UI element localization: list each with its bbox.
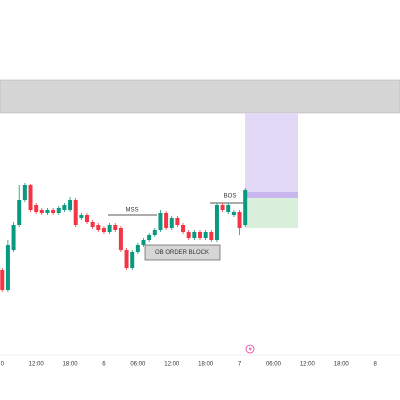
candle-body — [79, 215, 84, 218]
candle-body — [147, 235, 152, 240]
x-tick-label: 06:00 — [130, 362, 146, 368]
stop-zone — [245, 198, 298, 228]
candle-body — [226, 205, 231, 212]
candle-body — [0, 270, 5, 290]
entry-zone — [245, 192, 298, 198]
x-tick-label: 6 — [102, 362, 106, 368]
candle-body — [175, 218, 180, 225]
candle-body — [28, 185, 33, 210]
candle-body — [203, 232, 208, 238]
candle-body — [130, 252, 135, 268]
candle-body — [158, 213, 163, 230]
candle-body — [113, 225, 118, 230]
candle-body — [56, 208, 61, 213]
candle-body — [34, 205, 39, 212]
x-tick-label: 12:00 — [29, 362, 45, 368]
candle-body — [62, 205, 67, 210]
x-tick-label: 7 — [238, 362, 242, 368]
x-tick-label: 06:00 — [266, 362, 282, 368]
candle-body — [135, 245, 140, 252]
candle-body — [11, 225, 16, 250]
candle-body — [214, 205, 219, 240]
ob-box — [144, 244, 221, 261]
candle-body — [198, 232, 202, 238]
target-zone — [245, 113, 298, 192]
candle-body — [186, 232, 191, 238]
event-bolt — [248, 346, 252, 352]
candle-body — [5, 245, 10, 290]
candle-body — [68, 200, 73, 210]
x-tick-label: 18:00 — [63, 362, 79, 368]
candle-body — [169, 218, 174, 228]
candle-body — [51, 210, 56, 213]
candle-body — [164, 213, 169, 228]
candle-body — [141, 240, 146, 245]
candle-body — [107, 225, 112, 232]
zone — [0, 79, 400, 114]
candle-body — [39, 210, 44, 213]
candle-body — [22, 185, 27, 200]
x-tick-label: 8 — [373, 362, 377, 368]
mss-label: MSS — [125, 208, 138, 214]
candle-body — [237, 212, 242, 228]
x-tick-label: 0 — [1, 362, 5, 368]
x-tick-label: 18:00 — [334, 362, 350, 368]
ob-label: OB ORDER BLOCK — [155, 250, 209, 256]
candle-body — [181, 225, 186, 232]
x-tick-label: 12:00 — [164, 362, 180, 368]
candle-body — [101, 228, 106, 232]
candle-body — [243, 190, 248, 225]
candle-body — [220, 205, 225, 210]
candle-body — [90, 222, 95, 227]
candle-body — [209, 232, 214, 240]
x-tick-label: 12:00 — [300, 362, 316, 368]
candle-body — [17, 200, 22, 225]
candle-body — [231, 212, 236, 215]
bos-label: BOS — [224, 194, 237, 200]
candle-body — [118, 228, 123, 250]
candle-body — [124, 250, 129, 268]
candle-body — [45, 210, 50, 213]
candle-body — [192, 232, 197, 238]
candle-body — [152, 230, 157, 235]
candle-body — [73, 200, 78, 225]
candle-body — [85, 215, 90, 222]
candle-body — [96, 225, 101, 230]
x-tick-label: 18:00 — [198, 362, 214, 368]
